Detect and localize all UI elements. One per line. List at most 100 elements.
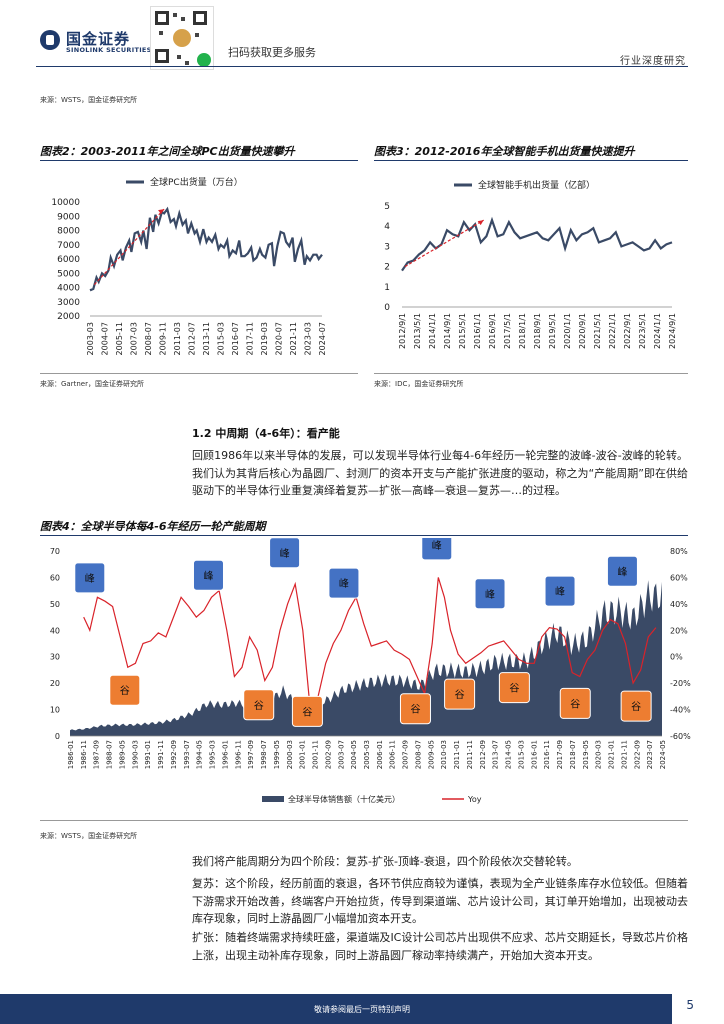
x-tick-label: 1988-07	[106, 740, 114, 769]
valley-marker-box	[291, 695, 323, 727]
pc-shipment-chart: 全球PC出货量（万台） 2000 3000 4000 5000 6000 7000 8000 9…	[51, 176, 327, 355]
x-tick-label: 2013-11	[202, 322, 211, 355]
x-tick-label: 2021-01	[608, 740, 616, 769]
x-tick-label: 2022/1/1	[608, 313, 617, 349]
valley-marker-box	[243, 689, 275, 721]
x-tick-label: 2005-03	[363, 740, 371, 769]
x-tick-label: 2009-05	[427, 740, 435, 769]
peak-marker-box	[269, 538, 301, 569]
x-tick-label: 2012-09	[479, 740, 487, 769]
peak-marker-label: 峰	[339, 578, 349, 590]
x-tick-label: 2016-07	[231, 322, 240, 355]
y-left-tick-label: 50	[50, 600, 60, 609]
legend-label: 全球PC出货量（万台）	[150, 176, 243, 188]
figure2-title-rule	[40, 160, 358, 161]
footer-page-box	[672, 994, 724, 1024]
report-type: 行业深度研究	[620, 56, 686, 67]
yoy-line	[83, 577, 657, 715]
x-tick-label: 2020/1/1	[563, 313, 572, 349]
peak-marker-label: 峰	[555, 586, 565, 598]
header-divider	[36, 66, 688, 67]
footer-disclaimer: 敬请参阅最后一页特别声明	[314, 1005, 410, 1014]
x-tick-label: 1991-11	[157, 740, 165, 769]
x-tick-label: 2013/5/1	[413, 313, 422, 349]
figure4-title: 图表4：全球半导体每4-6年经历一轮产能周期	[40, 520, 266, 533]
trend-arrow-line	[93, 208, 165, 286]
y-left-tick-label: 60	[50, 573, 60, 582]
x-tick-label: 2019/5/1	[548, 313, 557, 349]
x-tick-label: 1986-11	[80, 740, 88, 769]
x-tick-label: 2018/9/1	[533, 313, 542, 349]
page-number: 5	[686, 998, 694, 1012]
x-tick-label: 2003-07	[337, 740, 345, 769]
peak-marker-box	[606, 555, 638, 587]
trend-arrow-line	[404, 219, 484, 268]
x-tick-label: 2011-03	[173, 322, 182, 355]
x-tick-label: 2024/1/1	[653, 313, 662, 349]
y-tick-label: 2000	[57, 312, 80, 322]
x-tick-label: 2006-01	[376, 740, 384, 769]
x-tick-label: 2008-07	[144, 322, 153, 355]
y-left-tick-label: 30	[50, 653, 60, 662]
x-tick-label: 2023-07	[646, 740, 654, 769]
section-paragraph: 回顾1986年以来半导体的发展，可以发现半导体行业每4-6年经历一轮完整的波峰-…	[192, 449, 688, 497]
valley-marker-label: 谷	[410, 704, 420, 716]
valley-marker-box	[498, 672, 530, 704]
x-tick-label: 1997-09	[247, 740, 255, 769]
y-left-tick-label: 70	[50, 547, 60, 556]
x-tick-label: 2009-11	[159, 322, 168, 355]
y-tick-label: 10000	[51, 198, 80, 208]
body-paragraph-recovery: 复苏：这个阶段，经历前面的衰退，各环节供应商较为谨慎，表现为全产业链条库存水位较…	[192, 877, 688, 925]
y-tick-label: 9000	[57, 212, 80, 222]
x-tick-label: 2023/5/1	[638, 313, 647, 349]
x-tick-label: 2024/9/1	[668, 313, 677, 349]
y-right-tick-label: -60%	[670, 732, 691, 741]
x-tick-label: 1987-09	[93, 740, 101, 769]
figure2-bottom-rule	[40, 373, 358, 374]
y-left-tick-label: 10	[50, 706, 60, 715]
legend-label: 全球智能手机出货量（亿部）	[478, 179, 595, 191]
peak-marker-box	[192, 559, 224, 591]
x-tick-label: 2016/1/1	[473, 313, 482, 349]
x-tick-label: 2012-07	[188, 322, 197, 355]
y-right-tick-label: 0%	[670, 653, 683, 662]
footer-bar	[0, 994, 724, 1024]
trend-arrow-head	[158, 209, 165, 215]
x-tick-label: 2017-11	[246, 322, 255, 355]
x-tick-label: 2000-03	[286, 740, 294, 769]
x-tick-label: 1986-01	[67, 740, 75, 769]
peak-marker-label: 峰	[485, 589, 495, 601]
x-tick-label: 2007-03	[130, 322, 139, 355]
x-tick-label: 1994-05	[196, 740, 204, 769]
qr-code-icon[interactable]	[150, 6, 214, 70]
body-paragraph-expansion: 扩张：随着终端需求持续旺盛，渠道端及IC设计公司芯片出现供不应求、芯片交期延长，…	[192, 931, 688, 962]
smartphone-shipment-chart: 全球智能手机出货量（亿部） 0 1 2 3 4 5 2012/9/1 2013/5/1 2014/…	[384, 179, 677, 349]
semiconductor-cycle-chart: 0 10 20 30 40 50 60 70 -60% -40% -20% 0% 20% 40% 60% 80…	[50, 538, 691, 804]
brand-name-en: SINOLINK SECURITIES	[66, 46, 152, 54]
peak-marker-box	[328, 567, 360, 599]
x-tick-label: 1989-05	[118, 740, 126, 769]
x-tick-label: 2002-09	[324, 740, 332, 769]
y-left-tick-label: 0	[55, 732, 60, 741]
section-heading: 1.2 中周期（4-6年）：看产能	[192, 427, 340, 440]
x-tick-label: 2020-07	[275, 322, 284, 355]
valley-marker-box	[109, 674, 141, 706]
x-tick-label: 2014/1/1	[428, 313, 437, 349]
x-tick-label: 2001-11	[312, 740, 320, 769]
y-tick-label: 6000	[57, 255, 80, 265]
valley-marker-label: 谷	[120, 685, 130, 697]
x-tick-label: 2007-09	[402, 740, 410, 769]
valley-marker-label: 谷	[254, 700, 264, 712]
valley-marker-label: 谷	[631, 701, 641, 713]
x-tick-label: 2019-03	[260, 322, 269, 355]
peak-marker-box	[421, 538, 453, 561]
legend-swatch-sales	[262, 796, 284, 802]
figure2-title: 图表2：2003-2011年之间全球PC出货量快速攀升	[40, 145, 295, 158]
x-tick-label: 1993-07	[183, 740, 191, 769]
x-tick-label: 2020/9/1	[578, 313, 587, 349]
scan-for-service-text: 扫码获取更多服务	[228, 46, 316, 59]
x-tick-label: 2021/5/1	[593, 313, 602, 349]
brand-logo-icon	[40, 30, 60, 50]
x-tick-label: 2022-09	[633, 740, 641, 769]
x-tick-label: 2013-07	[492, 740, 500, 769]
